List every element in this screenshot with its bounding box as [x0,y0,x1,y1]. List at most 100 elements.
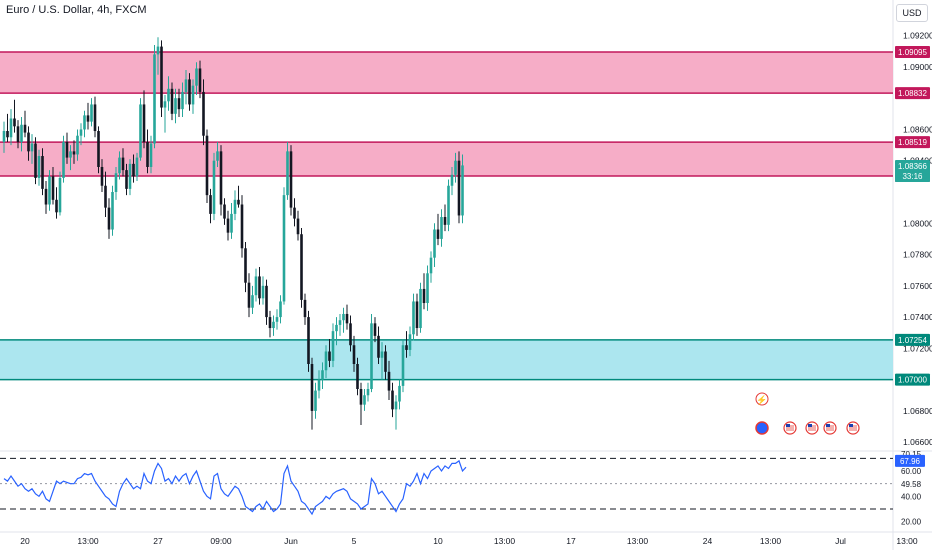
candle-body [202,91,205,136]
candle-body [146,141,149,167]
time-tick-label: 20 [20,536,30,546]
candle-body [181,91,184,110]
candle-body [118,157,121,174]
candle-body [373,323,377,336]
time-tick-label: 27 [153,536,163,546]
flag-canton [849,424,853,427]
time-tick-label: 13:00 [494,536,516,546]
candle-body [188,79,191,105]
candle-body [230,213,233,233]
candle-body [296,218,300,235]
time-tick-label: 13:00 [77,536,99,546]
candle-body [321,370,324,380]
candle-body [156,46,160,55]
candle-body [16,126,20,142]
candle-body [324,351,328,371]
candle-body [282,195,286,302]
lightning-event-glyph: ⚡ [756,394,767,406]
candle-body [55,199,58,213]
candle-body [226,218,230,233]
candle-body [317,379,321,391]
time-tick-label: Jul [835,536,846,546]
candle-body [163,101,167,108]
candle-body [408,334,412,350]
price-tick-label: 1.06800 [903,406,932,416]
candle-body [279,301,282,318]
countdown-label: 33:16 [902,172,923,181]
event-marker-icon [755,421,769,435]
candle-body [457,160,461,216]
candle-body [149,143,153,167]
candle-body [261,285,265,299]
candle-body [237,199,240,205]
rsi-axis-label: 20.00 [901,518,922,527]
candle-body [380,351,384,358]
candle-body [72,151,76,155]
candle-body [251,295,254,308]
price-tick-label: 1.08000 [903,218,932,228]
candle-body [303,299,307,318]
candles-layer [2,37,464,430]
flag-canton [808,424,812,427]
candle-body [20,124,23,142]
flag-canton [786,424,790,427]
candle-body [114,173,118,192]
candle-body [461,165,464,216]
candle-body [398,385,401,402]
price-tick-label: 1.09000 [903,62,932,72]
price-tick-label: 1.06600 [903,437,932,447]
time-axis: 20 13:00 27 09:00 Jun 5 10 13:00 17 13:00 24 13:00 J… [20,536,918,546]
candle-body [244,248,247,283]
candle-body [412,301,415,335]
candle-body [23,124,27,133]
rsi-axis-label: 60.00 [901,467,922,476]
zone-price-tag [895,87,930,100]
resistance-zone [0,142,893,177]
candle-body [83,115,86,130]
candle-body [426,273,429,304]
price-tick-label: 1.09200 [903,31,932,41]
candle-body [111,192,114,230]
candle-body [153,54,156,144]
zone-price-tag [895,333,930,346]
time-tick-label: 24 [703,536,713,546]
candle-body [62,141,65,178]
candle-body [240,204,244,249]
candle-body [100,166,104,186]
lightning-event-icon [755,392,769,406]
candle-body [272,321,275,329]
candle-body [370,323,373,390]
candle-body [48,176,51,205]
candle-body [454,160,457,175]
candle-body [13,118,16,127]
candle-body [107,207,111,230]
candle-body [216,151,219,161]
price-tick-label: 1.08600 [903,124,932,134]
candle-body [391,390,394,410]
candle-body [384,351,387,372]
currency-button[interactable]: USD [896,4,928,22]
last-price-tag [895,160,930,183]
candle-body [415,301,419,329]
candle-body [310,364,314,411]
candle-body [205,135,209,196]
zones-layer [0,51,893,381]
candle-body [289,151,293,208]
candle-body [436,229,440,239]
candle-body [44,188,48,205]
time-tick-label: 5 [352,536,357,546]
candle-body [27,132,30,152]
price-tick-label: 1.07600 [903,281,932,291]
candle-body [419,288,422,329]
candle-body [209,195,212,214]
candle-body [86,115,90,122]
candle-body [300,234,303,300]
candle-body [345,313,349,324]
candle-body [401,345,405,386]
candle-body [349,323,352,346]
time-tick-label: 09:00 [210,536,232,546]
candle-body [366,389,370,396]
candle-body [254,276,258,296]
candle-body [198,68,202,92]
